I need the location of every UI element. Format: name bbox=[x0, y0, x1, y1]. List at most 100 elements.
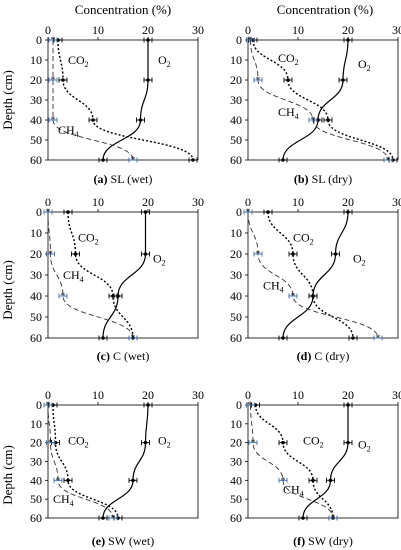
data-point-o2 bbox=[346, 38, 350, 42]
panel-b: 0 10 20 30 0 10 20 30 40 50 60 * * * * CO2 O2 CH4 (b) SL (… bbox=[230, 23, 401, 186]
x-tick-label: 30 bbox=[192, 23, 204, 37]
series-label-ch4: CH4 bbox=[283, 483, 304, 499]
panel-e: 0 10 20 30 0 10 20 30 40 50 60 * * * * CO2 O2 CH4 (e) SW (… bbox=[30, 388, 204, 548]
series-line-ch4 bbox=[52, 40, 134, 161]
y-tick-label: 10 bbox=[230, 226, 242, 240]
y-axis-label-e: Depth (cm) bbox=[0, 445, 15, 505]
data-point-co2 bbox=[66, 210, 70, 214]
data-point-co2 bbox=[351, 336, 355, 340]
data-point-o2 bbox=[146, 38, 150, 42]
y-tick-label: 40 bbox=[230, 113, 242, 127]
x-tick-label: 20 bbox=[142, 388, 154, 402]
data-point-ch4: * bbox=[311, 115, 316, 125]
series-label-ch4: CH4 bbox=[63, 268, 84, 284]
plot-frame bbox=[247, 39, 399, 161]
series-line-o2 bbox=[102, 211, 147, 339]
data-point-ch4: * bbox=[131, 333, 136, 343]
data-point-ch4: * bbox=[61, 291, 66, 301]
data-point-ch4: * bbox=[331, 513, 336, 523]
data-point-o2 bbox=[146, 78, 150, 82]
series-line-co2 bbox=[67, 211, 134, 339]
data-point-co2 bbox=[73, 252, 78, 256]
data-point-o2 bbox=[143, 440, 148, 445]
y-tick-label: 0 bbox=[236, 205, 242, 219]
x-tick-label: 30 bbox=[192, 388, 204, 402]
y-tick-label: 30 bbox=[30, 455, 42, 469]
y-tick-label: 0 bbox=[36, 205, 42, 219]
data-point-co2 bbox=[66, 478, 70, 483]
y-tick-label: 0 bbox=[236, 398, 242, 412]
y-tick-label: 10 bbox=[230, 53, 242, 67]
x-tick-label: 0 bbox=[45, 195, 51, 209]
data-point-ch4: * bbox=[111, 513, 116, 523]
y-tick-label: 50 bbox=[30, 310, 42, 324]
x-tick-label: 0 bbox=[45, 388, 51, 402]
data-point-ch4: * bbox=[48, 249, 53, 259]
y-tick-label: 60 bbox=[230, 153, 242, 167]
data-point-ch4: * bbox=[51, 115, 56, 125]
data-point-ch4: * bbox=[251, 438, 256, 448]
series-label-ch4: CH4 bbox=[58, 123, 79, 139]
x-tick-label: 10 bbox=[292, 195, 304, 209]
y-tick-label: 50 bbox=[230, 310, 242, 324]
y-tick-label: 10 bbox=[30, 417, 42, 431]
y-axis-label-a: Depth (cm) bbox=[0, 70, 15, 130]
series-line-o2 bbox=[102, 40, 149, 161]
data-point-co2 bbox=[191, 158, 195, 162]
y-tick-label: 40 bbox=[30, 113, 42, 127]
series-label-o2: O2 bbox=[353, 251, 366, 267]
y-tick-label: 60 bbox=[230, 511, 242, 525]
y-tick-label: 20 bbox=[30, 436, 42, 450]
data-point-o2 bbox=[333, 252, 338, 256]
panel-caption-b: (b) SL (dry) bbox=[294, 172, 352, 186]
y-tick-label: 30 bbox=[30, 268, 42, 282]
data-point-co2 bbox=[291, 252, 295, 256]
data-point-ch4: * bbox=[281, 475, 286, 485]
data-point-ch4: * bbox=[46, 207, 51, 217]
data-point-o2 bbox=[143, 252, 148, 256]
data-point-ch4: * bbox=[256, 249, 261, 259]
x-tick-label: 0 bbox=[245, 388, 251, 402]
panel-caption-f: (f) SW (dry) bbox=[293, 534, 353, 548]
data-point-o2 bbox=[281, 158, 285, 162]
x-tick-label: 30 bbox=[392, 388, 401, 402]
x-tick-label: 10 bbox=[92, 23, 104, 37]
y-tick-label: 60 bbox=[30, 331, 42, 345]
y-tick-label: 0 bbox=[36, 33, 42, 47]
data-point-co2 bbox=[311, 294, 315, 298]
x-tick-label: 20 bbox=[342, 23, 354, 37]
plot-frame bbox=[247, 404, 399, 519]
panel-f: 0 10 20 30 0 10 20 30 40 50 60 * * * * CO2 O2 CH4 (f) SW (… bbox=[230, 388, 401, 548]
y-tick-label: 60 bbox=[30, 511, 42, 525]
data-point-ch4: * bbox=[248, 400, 253, 410]
data-point-o2 bbox=[341, 78, 345, 82]
y-tick-label: 50 bbox=[30, 492, 42, 506]
panel-a: 0 10 20 30 0 10 20 30 40 50 60 * * * * CO2 O2 CH4 (a) SL (… bbox=[30, 23, 204, 186]
data-point-ch4: * bbox=[386, 155, 391, 165]
series-label-co2: CO2 bbox=[68, 434, 89, 450]
data-point-o2 bbox=[301, 516, 305, 520]
y-tick-label: 0 bbox=[36, 398, 42, 412]
data-point-co2 bbox=[266, 210, 270, 214]
data-point-co2 bbox=[91, 118, 95, 122]
top-axis-label-left: Concentration (%) bbox=[75, 2, 171, 17]
y-tick-label: 20 bbox=[230, 247, 242, 261]
x-tick-label: 10 bbox=[92, 388, 104, 402]
data-point-co2 bbox=[286, 78, 290, 82]
series-label-o2: O2 bbox=[153, 251, 166, 267]
series-label-ch4: CH4 bbox=[278, 105, 299, 121]
panel-caption-e: (e) SW (wet) bbox=[92, 534, 154, 548]
y-tick-label: 50 bbox=[230, 133, 242, 147]
x-tick-label: 20 bbox=[342, 388, 354, 402]
series-line-ch4 bbox=[250, 404, 334, 519]
y-tick-label: 20 bbox=[230, 436, 242, 450]
panel-caption-a: (a) SL (wet) bbox=[94, 172, 153, 186]
series-label-co2: CO2 bbox=[293, 230, 314, 246]
series-line-ch4 bbox=[48, 211, 134, 339]
data-point-co2 bbox=[326, 118, 330, 122]
y-tick-label: 10 bbox=[30, 53, 42, 67]
series-label-o2: O2 bbox=[158, 53, 171, 69]
data-point-ch4: * bbox=[56, 475, 61, 485]
data-point-co2 bbox=[281, 440, 285, 445]
